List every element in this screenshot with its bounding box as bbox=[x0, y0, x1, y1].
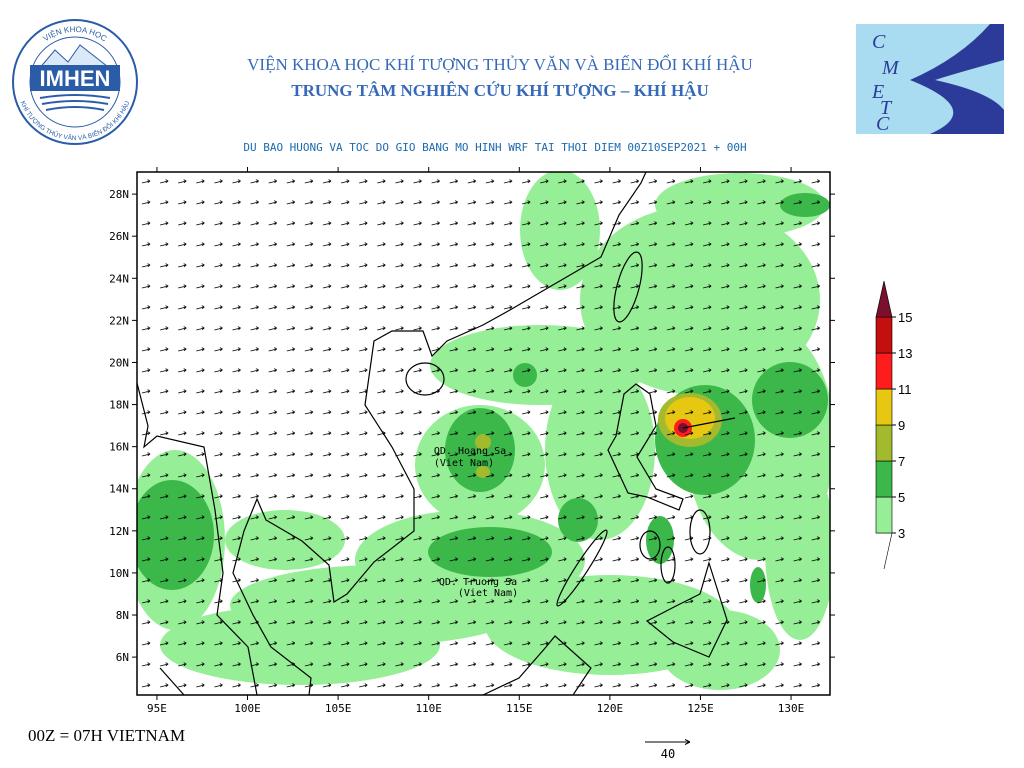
colorbar-label: 11 bbox=[898, 382, 912, 397]
x-tick-label: 120E bbox=[597, 702, 624, 715]
colorbar-label: 5 bbox=[898, 490, 905, 505]
colorbar-label: 7 bbox=[898, 454, 905, 469]
colorbar-under bbox=[876, 532, 893, 570]
x-tick-label: 115E bbox=[506, 702, 533, 715]
coastlines bbox=[137, 172, 728, 695]
logo-name: IMHEN bbox=[40, 66, 111, 91]
colorbar-swatch bbox=[875, 316, 893, 354]
axes: 95E 100E 105E 110E 115E 120E 125E 130E 6N 8N 10N 12… bbox=[109, 167, 835, 715]
time-note: 00Z = 07H VIETNAM bbox=[28, 726, 185, 745]
typhoon-arrow bbox=[682, 417, 736, 429]
center-name: TRUNG TÂM NGHIÊN CỨU KHÍ TƯỢNG – KHÍ HẬU bbox=[291, 81, 708, 100]
island-label: (Viet Nam) bbox=[434, 458, 494, 469]
colorbar-label: 9 bbox=[898, 418, 905, 433]
x-tick-label: 100E bbox=[234, 702, 261, 715]
y-tick-label: 10N bbox=[109, 567, 129, 580]
island-label: QD. Hoang Sa bbox=[434, 446, 506, 457]
logo-left: IMHEN VIỆN KHOA HỌC KHÍ TƯỢNG THỦY VĂN V… bbox=[12, 19, 138, 145]
y-tick-label: 22N bbox=[109, 314, 129, 327]
x-tick-label: 130E bbox=[778, 702, 805, 715]
colorbar-over bbox=[875, 280, 893, 318]
island-label: QD. Truong Sa bbox=[439, 577, 517, 588]
logo-letter: E bbox=[871, 81, 884, 103]
reference-arrowhead bbox=[684, 739, 691, 745]
logo-letter: C bbox=[876, 113, 890, 135]
y-tick-label: 18N bbox=[109, 399, 129, 412]
logo-letter: M bbox=[881, 57, 900, 79]
y-tick-label: 20N bbox=[109, 356, 129, 369]
institute-name: VIỆN KHOA HỌC KHÍ TƯỢNG THỦY VĂN VÀ BIẾN… bbox=[247, 54, 753, 74]
colorbar-swatch bbox=[875, 424, 893, 462]
y-tick-label: 6N bbox=[116, 651, 129, 664]
logo-letter: T bbox=[880, 97, 893, 119]
colorbar-swatch bbox=[875, 352, 893, 390]
map-frame bbox=[136, 171, 831, 696]
colorbar: 3 5 7 9 11 13 15 bbox=[875, 280, 912, 570]
logo-letter: C bbox=[872, 31, 886, 53]
y-tick-label: 28N bbox=[109, 188, 129, 201]
y-tick-label: 26N bbox=[109, 230, 129, 243]
island-label: (Viet Nam) bbox=[458, 588, 518, 599]
map-area bbox=[137, 172, 830, 695]
x-tick-label: 105E bbox=[325, 702, 352, 715]
x-tick-label: 110E bbox=[415, 702, 442, 715]
colorbar-label: 3 bbox=[898, 526, 905, 541]
colorbar-swatch bbox=[875, 460, 893, 498]
map-title: DU BAO HUONG VA TOC DO GIO BANG MO HINH … bbox=[243, 141, 746, 154]
reference-value: 40 bbox=[661, 747, 675, 761]
y-tick-label: 16N bbox=[109, 441, 129, 454]
x-tick-label: 95E bbox=[147, 702, 167, 715]
colorbar-label: 13 bbox=[898, 346, 912, 361]
y-tick-label: 14N bbox=[109, 483, 129, 496]
colorbar-swatch bbox=[875, 388, 893, 426]
wind-vectors bbox=[137, 172, 830, 695]
colorbar-swatch bbox=[875, 496, 893, 534]
colorbar-label: 15 bbox=[898, 310, 912, 325]
y-tick-label: 12N bbox=[109, 525, 129, 538]
x-tick-label: 125E bbox=[687, 702, 714, 715]
y-tick-label: 8N bbox=[116, 609, 129, 622]
y-tick-label: 24N bbox=[109, 272, 129, 285]
